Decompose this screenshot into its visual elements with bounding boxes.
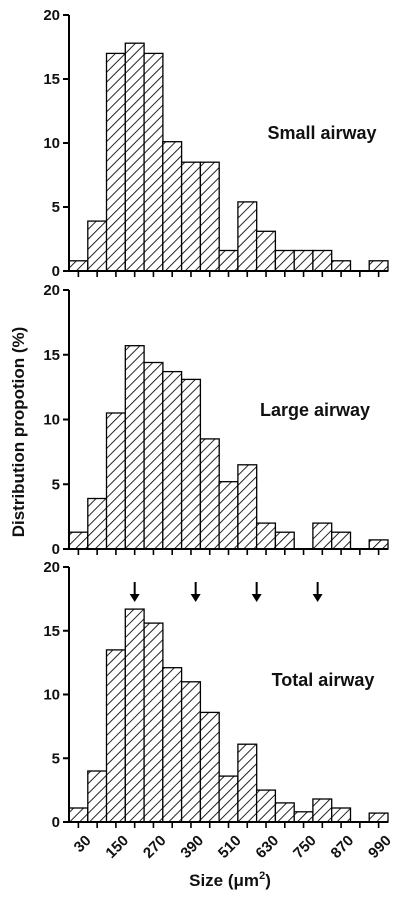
x-tick-label: 390 <box>177 832 207 862</box>
bar <box>180 161 202 272</box>
bar <box>237 201 258 272</box>
bar <box>368 539 389 550</box>
y-axis-title: Distribution propotion (%) <box>9 327 28 538</box>
x-axis-title-suffix: ) <box>265 871 271 890</box>
arrow-head <box>312 594 323 602</box>
bar <box>218 249 239 272</box>
bar <box>180 378 202 550</box>
bar <box>68 807 89 823</box>
bar <box>87 220 108 272</box>
bar <box>124 608 145 823</box>
y-tick-label: 0 <box>52 541 60 558</box>
panel-label: Total airway <box>272 670 375 690</box>
bar <box>237 743 258 823</box>
bar <box>368 260 389 272</box>
bar <box>237 464 258 550</box>
bar <box>105 649 126 823</box>
x-tick-label: 750 <box>290 832 320 862</box>
x-tick-label: 630 <box>252 832 282 862</box>
y-tick-label: 5 <box>52 476 60 493</box>
y-tick-label: 20 <box>43 7 60 24</box>
bar <box>331 807 352 823</box>
bar <box>312 798 333 823</box>
bar <box>68 260 89 272</box>
bar <box>105 412 126 550</box>
x-tick-label: 150 <box>102 832 132 862</box>
bar <box>274 531 295 550</box>
bar <box>143 361 164 550</box>
bar <box>87 770 108 823</box>
arrow-head <box>129 594 140 602</box>
x-axis-title-unit: μm <box>234 871 260 890</box>
down-arrow-icon <box>251 582 262 602</box>
x-tick-label: 30 <box>71 832 95 856</box>
bar <box>255 230 277 272</box>
y-tick-label: 15 <box>43 623 60 640</box>
y-tick-label: 0 <box>52 814 60 831</box>
y-tick-label: 15 <box>43 347 60 364</box>
bar <box>312 522 333 550</box>
y-tick-label: 20 <box>43 282 60 299</box>
bar <box>312 249 333 272</box>
bar <box>105 52 126 272</box>
bar <box>255 789 277 823</box>
y-tick-label: 20 <box>43 559 60 576</box>
x-tick-label: 510 <box>215 832 245 862</box>
y-tick-label: 10 <box>43 135 60 152</box>
panel-label: Large airway <box>260 400 370 420</box>
bar <box>162 370 183 550</box>
bar <box>293 811 314 823</box>
bar <box>218 775 239 823</box>
bar <box>274 802 295 823</box>
panel-1: 0 5 10 15 20 Small airway <box>43 7 389 280</box>
bar <box>143 52 164 272</box>
bar <box>274 249 295 272</box>
y-tick-label: 10 <box>43 412 60 429</box>
arrow-head <box>190 594 201 602</box>
bar <box>331 531 352 550</box>
x-tick-label: 870 <box>328 832 358 862</box>
down-arrow-icon <box>312 582 323 602</box>
bar <box>293 249 314 272</box>
bar <box>199 438 220 550</box>
bar <box>143 622 164 823</box>
x-axis-title-power: 2 <box>259 870 265 882</box>
bar <box>199 161 220 272</box>
bar <box>162 667 183 823</box>
bar <box>255 522 277 550</box>
panel-label: Small airway <box>267 123 376 143</box>
bar <box>87 497 108 550</box>
y-tick-label: 5 <box>52 750 60 767</box>
bar <box>331 260 352 272</box>
y-tick-label: 5 <box>52 199 60 216</box>
bar <box>199 711 220 823</box>
y-tick-label: 15 <box>43 71 60 88</box>
bar <box>180 681 202 823</box>
bar <box>124 345 145 550</box>
bar <box>68 531 89 550</box>
x-tick-label: 270 <box>140 832 170 862</box>
bar <box>162 141 183 272</box>
x-tick-label: 990 <box>365 832 395 862</box>
x-axis-title-prefix: Size ( <box>189 871 234 890</box>
arrow-head <box>251 594 262 602</box>
bar <box>124 42 145 272</box>
bar <box>218 481 239 550</box>
y-tick-label: 0 <box>52 263 60 280</box>
panel-2: 0 5 10 15 20 Large airway <box>43 282 389 558</box>
down-arrow-icon <box>129 582 140 602</box>
y-tick-label: 10 <box>43 687 60 704</box>
down-arrow-icon <box>190 582 201 602</box>
bar <box>368 812 389 823</box>
x-axis-title: Size (μm2) <box>189 870 271 890</box>
